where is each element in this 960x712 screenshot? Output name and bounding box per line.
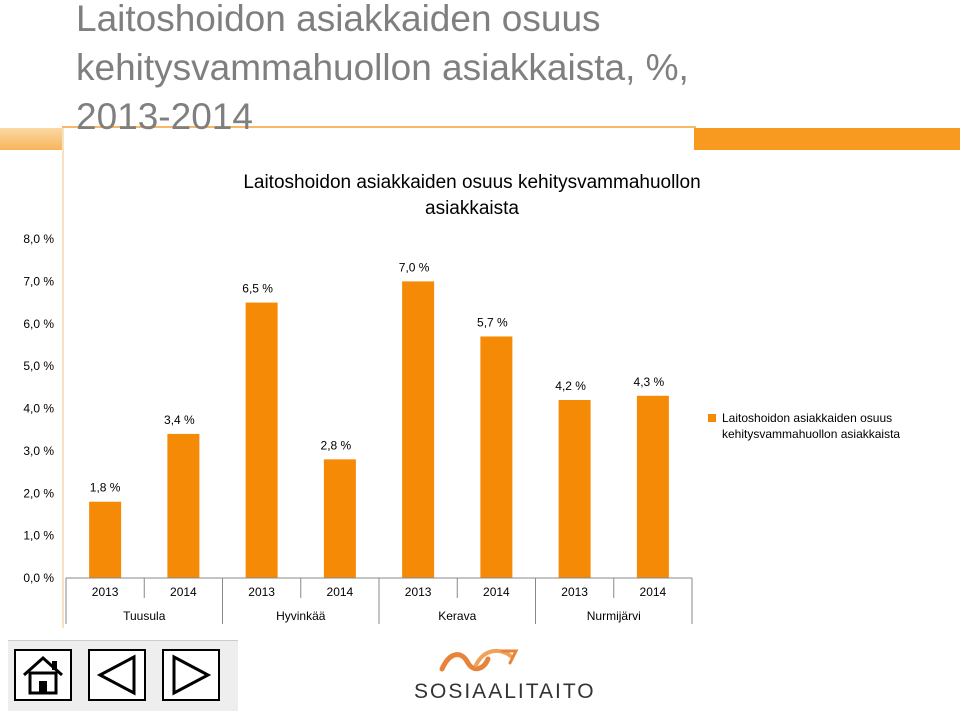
x-axis: 2013 2014 2013 2014 2013 2014 2013 2014 Tuusula H…: [65, 577, 693, 624]
legend-label: kehitysvammahuollon asiakkaista: [722, 427, 900, 441]
chart-title-line: asiakkaista: [425, 198, 519, 219]
home-icon: [22, 655, 64, 695]
y-tick-label: 4,0 %: [23, 402, 54, 416]
previous-icon: [96, 654, 136, 696]
y-tick-label: 1,0 %: [23, 529, 54, 543]
y-tick-label: 6,0 %: [23, 317, 54, 331]
x-tick-label: 2014: [483, 585, 510, 599]
y-tick-label: 2,0 %: [23, 486, 54, 500]
x-tick-label: 2014: [170, 585, 197, 599]
data-label: 7,0 %: [399, 260, 430, 274]
y-axis: 0,0 % 1,0 % 2,0 % 3,0 % 4,0 % 5,0 % 6,0 % 7,0 %…: [23, 232, 54, 585]
x-group-label: Nurmijärvi: [587, 609, 641, 623]
logo-mark-icon: [439, 648, 519, 672]
y-tick-label: 7,0 %: [23, 274, 54, 288]
bar: [245, 302, 278, 578]
next-button[interactable]: [162, 649, 220, 701]
data-label: 1,8 %: [90, 481, 121, 495]
x-tick-label: 2014: [640, 585, 667, 599]
x-tick-label: 2014: [327, 585, 354, 599]
y-tick-label: 0,0 %: [23, 571, 54, 585]
next-icon: [172, 654, 212, 696]
bar: [167, 433, 200, 578]
data-label: 4,3 %: [634, 375, 665, 389]
x-group-label: Kerava: [438, 609, 476, 623]
data-label: 4,2 %: [555, 379, 586, 393]
left-rule: [62, 128, 64, 628]
x-tick-label: 2013: [405, 585, 432, 599]
bar: [558, 400, 591, 578]
x-tick-label: 2013: [248, 585, 275, 599]
x-tick-label: 2013: [561, 585, 588, 599]
navigation-panel: [8, 640, 238, 711]
accent-bar-left: [0, 128, 62, 150]
x-tick-label: 2013: [92, 585, 119, 599]
accent-bar-right: [694, 128, 960, 150]
legend: Laitoshoidon asiakkaiden osuus kehitysvam…: [708, 411, 900, 441]
legend-swatch: [708, 414, 716, 422]
x-group-label: Tuusula: [123, 609, 166, 623]
slide-title: Laitoshoidon asiakkaiden osuus kehitysva…: [76, 0, 689, 137]
bars: 1,8 % 3,4 % 6,5 % 2,8 % 7,0 % 5,7 % 4,2 % 4,3 %: [89, 260, 669, 578]
data-label: 3,4 %: [164, 413, 195, 427]
chart-title-line: Laitoshoidon asiakkaiden osuus kehitysva…: [243, 172, 700, 193]
logo-text: SOSIAALITAITO: [414, 680, 596, 703]
bar: [480, 336, 513, 578]
y-tick-label: 8,0 %: [23, 232, 54, 246]
x-group-label: Hyvinkää: [276, 609, 326, 623]
data-label: 6,5 %: [242, 282, 273, 296]
bar-chart: Laitoshoidon asiakkaiden osuus kehitysva…: [23, 172, 900, 624]
chart-title: Laitoshoidon asiakkaiden osuus kehitysva…: [243, 172, 700, 219]
bar: [323, 459, 356, 578]
bar: [402, 281, 435, 578]
legend-label: Laitoshoidon asiakkaiden osuus: [722, 411, 892, 425]
y-tick-label: 3,0 %: [23, 444, 54, 458]
data-label: 2,8 %: [321, 438, 352, 452]
data-label: 5,7 %: [477, 315, 508, 329]
bar: [89, 501, 122, 578]
previous-button[interactable]: [88, 649, 146, 701]
home-button[interactable]: [14, 649, 72, 701]
y-tick-label: 5,0 %: [23, 359, 54, 373]
bar: [636, 395, 669, 578]
title-underline: [62, 126, 696, 128]
